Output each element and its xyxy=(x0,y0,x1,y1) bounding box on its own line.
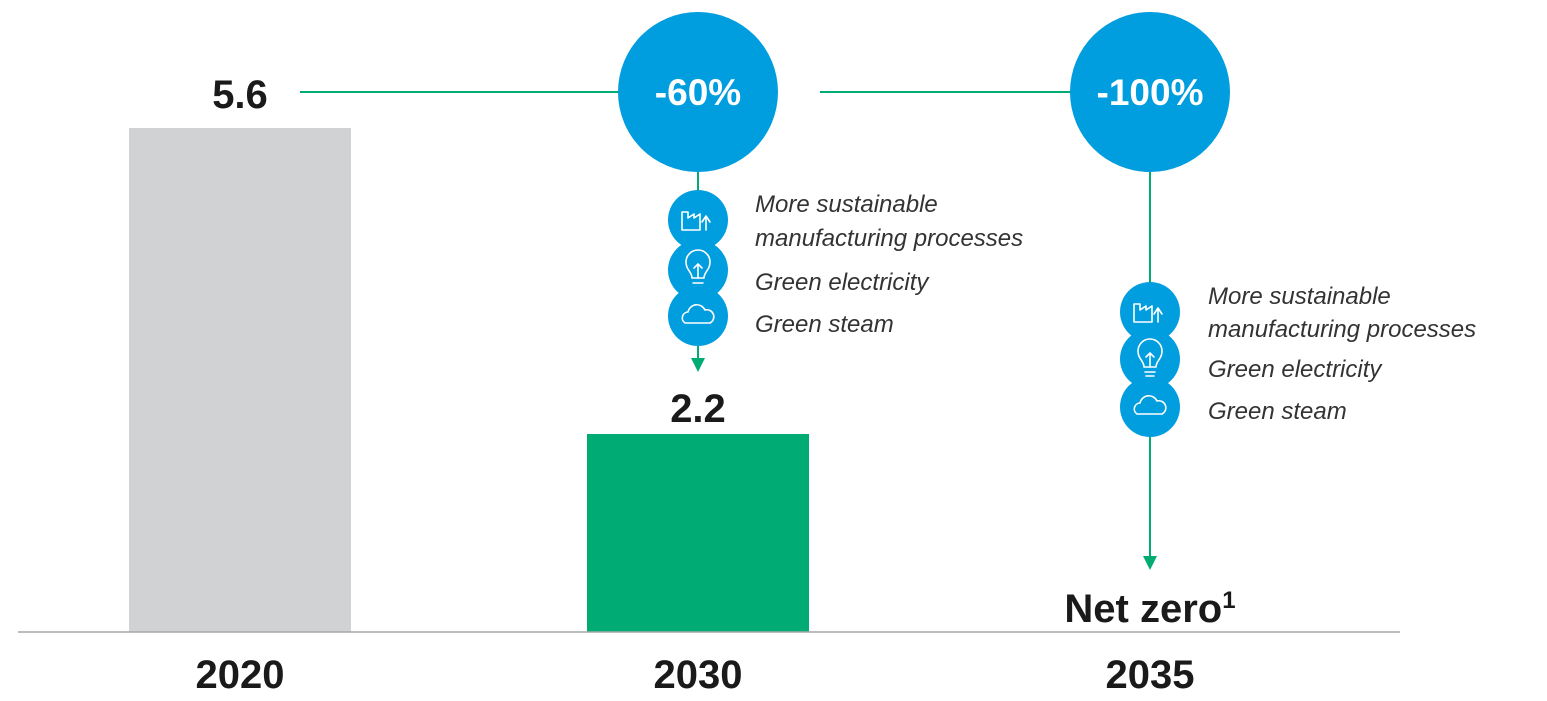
reduction-drivers: More sustainable manufacturing processes G… xyxy=(668,190,1476,437)
cloud-icon xyxy=(1120,377,1180,437)
value-label-2030: 2.2 xyxy=(670,387,726,431)
driver-text-2030-0-0: More sustainable xyxy=(755,191,938,218)
reduction-label-2035: -100% xyxy=(1097,72,1204,113)
bars xyxy=(129,128,809,632)
x-tick-label-2035: 2035 xyxy=(1106,653,1195,697)
x-tick-label-2030: 2030 xyxy=(654,653,743,697)
x-tick-label-2020: 2020 xyxy=(196,653,285,697)
driver-text-2035-0-0: More sustainable xyxy=(1208,283,1391,310)
arrow-head-2035 xyxy=(1143,556,1157,570)
reduction-circle-2030 xyxy=(618,12,778,172)
driver-text-2035-1-0: Green electricity xyxy=(1208,356,1383,383)
bar-2030 xyxy=(587,434,809,632)
value-label-2035: Net zero1 xyxy=(1064,587,1235,631)
factory-icon xyxy=(1120,282,1180,342)
reduction-circle-2035 xyxy=(1070,12,1230,172)
driver-text-2035-2-0: Green steam xyxy=(1208,398,1347,425)
lightbulb-icon xyxy=(1120,329,1180,389)
labels: 2020 2030 2035 5.6 2.2 Net zero1 xyxy=(196,73,1236,697)
driver-text-2030-1-0: Green electricity xyxy=(755,269,930,296)
bar-2020 xyxy=(129,128,351,632)
value-label-2020: 5.6 xyxy=(212,73,268,117)
net-zero-footnote: 1 xyxy=(1222,587,1235,614)
driver-text-2035-0-1: manufacturing processes xyxy=(1208,316,1476,343)
cloud-icon xyxy=(668,286,728,346)
driver-text-2030-0-1: manufacturing processes xyxy=(755,225,1023,252)
reduction-circles: -60% -100% xyxy=(618,12,1230,172)
arrow-head-2030 xyxy=(691,358,705,372)
factory-icon xyxy=(668,190,728,250)
reduction-label-2030: -60% xyxy=(655,72,741,113)
lightbulb-icon xyxy=(668,240,728,300)
driver-text-2030-2-0: Green steam xyxy=(755,311,894,338)
